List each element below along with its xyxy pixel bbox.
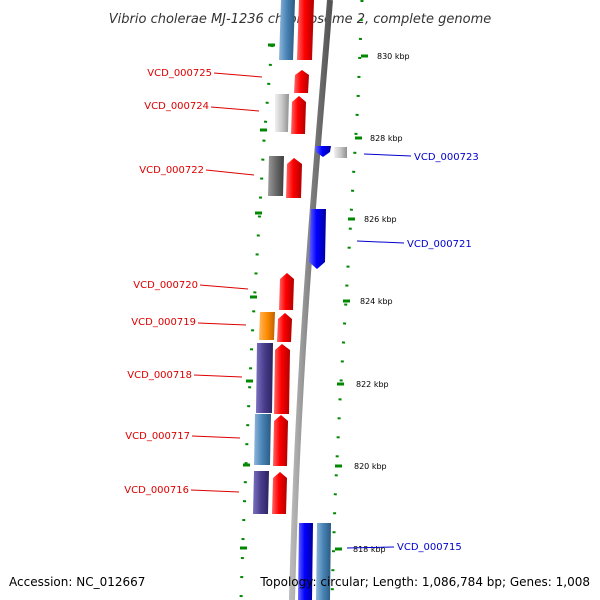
- summary-text: Topology: circular; Length: 1,086,784 bp…: [259, 575, 590, 589]
- gene-label-VCD_000722[interactable]: VCD_000722: [139, 165, 204, 176]
- chromosome-backbone: [289, 0, 333, 600]
- scale-label: 828 kbp: [370, 134, 403, 143]
- gene-partial-top: [279, 0, 314, 60]
- scale-label: 830 kbp: [377, 52, 410, 61]
- gene-label-VCD_000724[interactable]: VCD_000724: [144, 101, 209, 112]
- gene-label-VCD_000720[interactable]: VCD_000720: [133, 280, 198, 291]
- scale-label: 818 kbp: [353, 545, 386, 554]
- accession-text: Accession: NC_012667: [9, 575, 145, 589]
- gene-VCD_000720-features: [279, 273, 294, 310]
- scale-ticks: [240, 43, 368, 551]
- gene-labels: VCD_000725 VCD_000724 VCD_000723 VCD_000…: [124, 68, 478, 553]
- gene-VCD_000718-features: [256, 343, 290, 414]
- gene-label-VCD_000718[interactable]: VCD_000718: [127, 370, 192, 381]
- gene-VCD_000719-features: [259, 312, 292, 342]
- scale-label: 820 kbp: [354, 462, 387, 471]
- scale-labels: 830 kbp 828 kbp 826 kbp 824 kbp 822 kbp …: [353, 52, 410, 554]
- gene-VCD_000721-features: [309, 209, 326, 269]
- gene-VCD_000725-features: [294, 70, 309, 93]
- gene-label-VCD_000716[interactable]: VCD_000716: [124, 485, 189, 496]
- gene-VCD_000723-features: [315, 146, 347, 158]
- gene-label-VCD_000719[interactable]: VCD_000719: [131, 317, 196, 328]
- gene-VCD_000724-features: [275, 94, 306, 134]
- gene-label-VCD_000717[interactable]: VCD_000717: [125, 431, 190, 442]
- gene-label-VCD_000715[interactable]: VCD_000715: [397, 542, 462, 553]
- gene-VCD_000717-features: [254, 414, 288, 466]
- label-lines-forward: [190, 72, 263, 493]
- scale-label: 826 kbp: [364, 215, 397, 224]
- label-lines-reverse: [346, 153, 412, 549]
- gene-label-VCD_000721[interactable]: VCD_000721: [407, 239, 472, 250]
- gene-label-VCD_000723[interactable]: VCD_000723: [414, 152, 479, 163]
- gene-VCD_000715-features: [298, 523, 331, 600]
- scale-label: 822 kbp: [356, 380, 389, 389]
- scale-label: 824 kbp: [360, 297, 393, 306]
- tick-circle-inner: [239, 44, 274, 600]
- gene-label-VCD_000725[interactable]: VCD_000725: [147, 68, 212, 79]
- gene-VCD_000722-features: [268, 156, 302, 198]
- gene-VCD_000716-features: [253, 471, 287, 514]
